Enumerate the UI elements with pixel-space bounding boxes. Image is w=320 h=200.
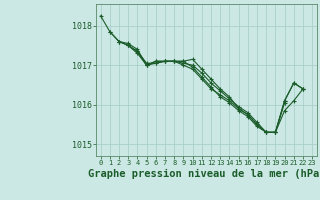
X-axis label: Graphe pression niveau de la mer (hPa): Graphe pression niveau de la mer (hPa) [88,169,320,179]
